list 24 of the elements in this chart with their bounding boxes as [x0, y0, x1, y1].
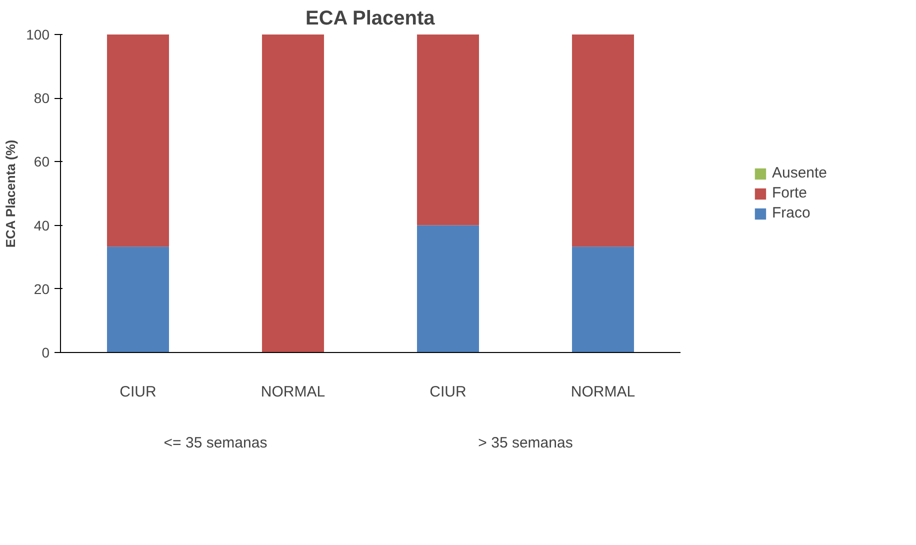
x-tick-label: NORMAL [570, 384, 636, 400]
legend-label: Ausente [772, 164, 828, 182]
y-tick-label: 100 [26, 26, 50, 42]
bar [417, 225, 479, 352]
bar [572, 246, 634, 352]
text: <= 35 semanas [164, 434, 268, 452]
bar [572, 34, 634, 247]
bar [107, 34, 169, 247]
bar [417, 34, 479, 226]
bar [262, 34, 324, 352]
legend-label: Fraco [772, 204, 810, 222]
y-tick-label: 80 [34, 90, 50, 106]
y-tick-label: 20 [34, 280, 50, 297]
x-tick-label: CIUR [120, 384, 156, 400]
y-axis-title: ECA Placenta (%) [3, 140, 18, 248]
bar [107, 246, 169, 352]
text: > 35 semanas [478, 434, 573, 452]
legend-label: Forte [772, 184, 807, 202]
y-tick-label: 60 [34, 154, 50, 170]
x-tick-label: NORMAL [260, 384, 326, 400]
y-tick-label: 0 [42, 344, 50, 360]
y-tick-label: 40 [34, 217, 50, 234]
x-tick-label: CIUR [430, 384, 466, 400]
chart-title: ECA Placenta [305, 8, 436, 30]
